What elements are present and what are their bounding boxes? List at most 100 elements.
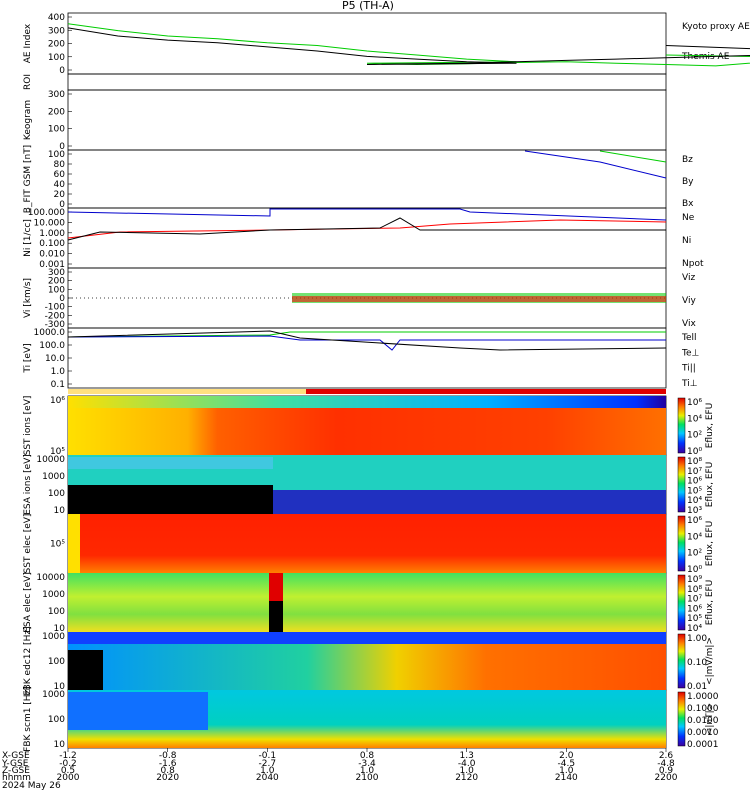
xaxis-tick-time: 2000: [57, 773, 80, 783]
ni-tick-label: 0.010: [39, 250, 65, 260]
esa_e-ylabel: ESA elec [eV]: [23, 572, 33, 633]
sst_i-colorbar-label: Eflux, EFU: [705, 403, 715, 449]
fbk_b-tick-label: 100: [48, 715, 65, 725]
xaxis-tick-x: -0.1: [259, 751, 277, 761]
ae-tick-label: 100: [48, 53, 65, 63]
ni-tick-label: 0.100: [39, 239, 65, 249]
vi-tick-label: 0: [59, 294, 65, 304]
keogram-tick-label: 200: [48, 107, 65, 117]
ti-tell-line: [67, 330, 667, 351]
fbk-edc-high-band: [68, 632, 666, 644]
esa_i-tick-label: 10: [54, 506, 66, 516]
ti-tiperp-line: [67, 335, 666, 351]
plot-title: P5 (TH-A): [342, 0, 394, 12]
xaxis-tick-x: 2.0: [559, 751, 574, 761]
roi-ylabel: ROI: [23, 74, 33, 90]
keogram-panel-frame: [67, 89, 667, 151]
fbk_b-ylabel: FBK scm1 [Hz]: [23, 686, 33, 752]
sst_i-tick-label: 10⁵: [50, 447, 65, 457]
ae-tick-label: 400: [48, 13, 65, 23]
fbk_b-colorbar-label: <|nT|>: [705, 703, 715, 735]
roi-panel-frame: [67, 73, 667, 91]
xaxis-tick-y: -2.7: [259, 759, 277, 769]
esa_e-tick-label: 100: [48, 607, 65, 617]
ti-tick-label: 1000.0: [34, 328, 66, 338]
sst_i-colorbar-tick: 10⁴: [687, 414, 702, 424]
xaxis-tick-y: -4.0: [458, 759, 476, 769]
bfit-tick-label: 0: [59, 200, 65, 210]
ti-legend-item: Te⊥: [681, 348, 700, 358]
xaxis-tick-x: 0.8: [360, 751, 375, 761]
esa_i-colorbar-tick: 10⁴: [687, 496, 702, 506]
sst_e-colorbar-tick: 10²: [687, 549, 702, 559]
ti-panel-frame: [67, 327, 667, 389]
xaxis-row-label: X-GSE: [2, 751, 30, 761]
bfit-ylabel: B_FIT GSM [nT]: [23, 145, 33, 213]
esa_i-tick-label: 10000: [36, 455, 65, 465]
ni-tick-label: 100.000: [28, 208, 65, 218]
ae-tick-label: 200: [48, 40, 65, 50]
sst_e-colorbar-tick: 10⁶: [687, 516, 702, 526]
fbk_e-tick-label: 100: [48, 657, 65, 667]
ni-tick-label: 10.000: [34, 218, 66, 228]
fbk_b-colorbar-tick: 0.0001: [687, 740, 719, 750]
fbk_b-colorbar-tick: 0.0010: [687, 728, 719, 738]
fbk_b-tick-label: 10: [54, 740, 66, 750]
sst-elec-spectrogram: [68, 514, 666, 573]
ae-tick-label: 300: [48, 26, 65, 36]
esa_i-colorbar-tick: 10⁶: [687, 477, 702, 487]
sst-ions-high-energy-band: [68, 396, 666, 408]
ti-ylabel: Ti [eV]: [23, 343, 33, 373]
vi-tick-label: -200: [45, 311, 66, 321]
esa_i-tick-label: 1000: [42, 472, 65, 482]
vi-tick-label: -100: [45, 303, 66, 313]
xaxis-tick-y: -3.4: [358, 759, 376, 769]
vi-legend-item: Vix: [682, 319, 696, 329]
vi-tick-label: 100: [48, 285, 65, 295]
esa_e-tick-label: 1000: [42, 590, 65, 600]
esa_e-colorbar-label: Eflux, EFU: [705, 580, 715, 626]
sst_e-colorbar: [677, 515, 686, 572]
xaxis-tick-z: 0.9: [659, 766, 674, 776]
ni-tick-label: 0.001: [39, 260, 65, 270]
fbk-edc-low-gap: [68, 650, 103, 690]
vi-ylabel: Vi [km/s]: [23, 278, 33, 318]
esa-elec-black-stripe: [269, 601, 283, 632]
ni-ni-line: [67, 217, 666, 241]
bfit-tick-label: 40: [54, 180, 66, 190]
esa_i-colorbar-tick: 10³: [687, 506, 702, 516]
fbk_e-colorbar-label: <|mV/m|>: [705, 637, 715, 685]
xaxis-tick-time: 2120: [455, 773, 478, 783]
vi-tick-label: 200: [48, 277, 65, 287]
xaxis-tick-time: 2040: [256, 773, 279, 783]
esa_i-colorbar: [677, 456, 686, 513]
esa-ions-low-energy-band: [273, 490, 666, 514]
ti-legend-item: Ti⊥: [681, 379, 698, 389]
ae-panel-frame: [67, 12, 667, 75]
ti-legend-item: Ti||: [681, 364, 696, 374]
sst-elec-start-band: [68, 514, 80, 573]
fbk_e-colorbar-tick: 0.10: [687, 658, 707, 668]
bfit-legend-item: Bx: [682, 199, 694, 209]
fbk_e-colorbar: [677, 633, 686, 689]
xaxis-tick-z: 1.0: [460, 766, 475, 776]
bfit-tick-label: 20: [54, 190, 66, 200]
xaxis-tick-y: -4.5: [558, 759, 576, 769]
sst_e-colorbar-tick: 10⁴: [687, 532, 702, 542]
sst_i-colorbar-tick: 10²: [687, 431, 702, 441]
vi-legend-item: Viz: [682, 273, 695, 283]
xaxis-tick-z: 0.8: [161, 766, 176, 776]
ae-series-1-line: [67, 23, 750, 67]
xaxis-tick-x: 1.3: [460, 751, 474, 761]
fbk_b-colorbar-tick: 0.1000: [687, 704, 719, 714]
sst_e-colorbar-tick: 10⁰: [687, 565, 702, 575]
keogram-ylabel: Keogram: [23, 100, 33, 140]
ti-tick-label: 0.1: [51, 380, 65, 390]
fbk-scm-early-band: [68, 692, 208, 730]
esa_e-tick-label: 10: [54, 624, 66, 634]
sst_e-colorbar-label: Eflux, EFU: [705, 521, 715, 567]
ni-legend-item: Npot: [682, 259, 704, 269]
ae-ylabel: AE Index: [23, 23, 33, 63]
sst_e-ylabel: SST elec [eV]: [23, 514, 33, 574]
esa_i-tick-label: 100: [48, 489, 65, 499]
